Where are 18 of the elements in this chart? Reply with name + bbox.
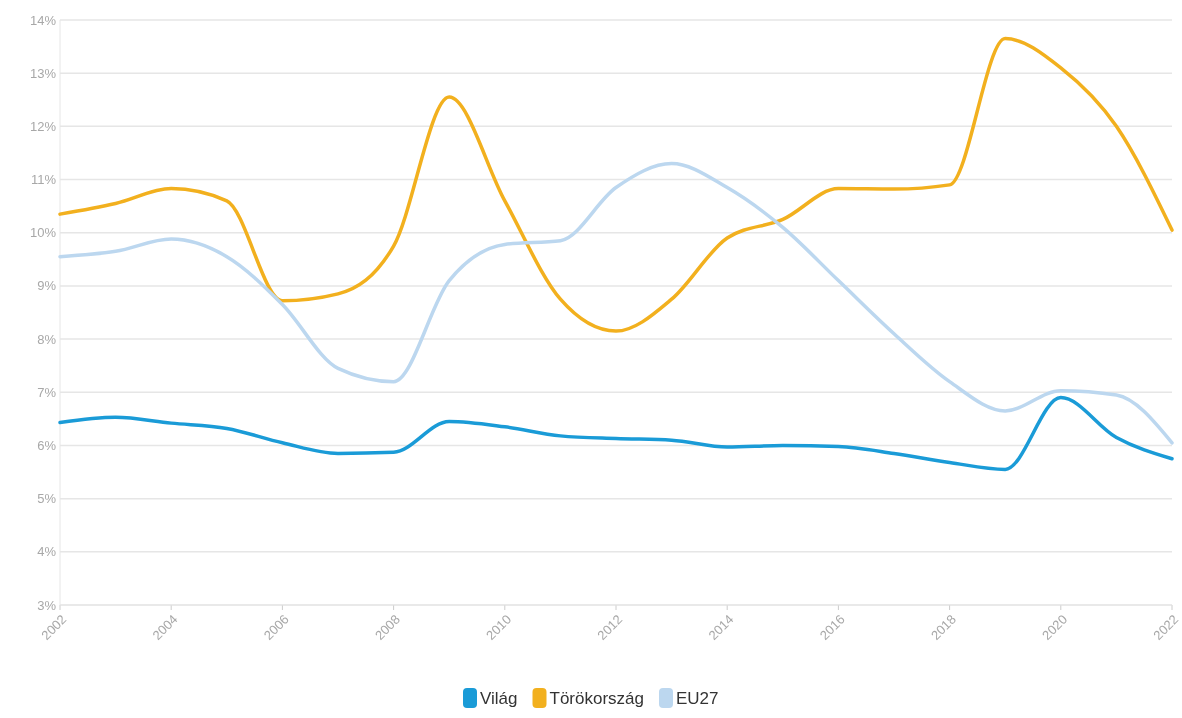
y-tick-label: 3% xyxy=(37,597,57,613)
line-series xyxy=(58,161,1174,445)
y-tick-label: 4% xyxy=(37,544,57,560)
y-tick-label: 10% xyxy=(29,225,57,241)
y-tick-label: 14% xyxy=(29,12,57,28)
y-tick-label: 9% xyxy=(37,278,57,294)
y-tick-label: 8% xyxy=(37,331,57,347)
legend-label: EU27 xyxy=(676,688,719,708)
y-tick-label: 13% xyxy=(29,65,57,81)
y-tick-label: 11% xyxy=(30,172,57,188)
y-tick-label: 12% xyxy=(29,118,57,134)
y-tick-label: 6% xyxy=(37,438,57,453)
line-series xyxy=(58,395,1174,472)
line-series xyxy=(58,36,1174,333)
legend-label: Törökország xyxy=(549,688,644,708)
y-tick-label: 7% xyxy=(37,384,57,400)
y-tick-label: 5% xyxy=(37,491,57,507)
legend-label: Világ xyxy=(480,688,518,708)
